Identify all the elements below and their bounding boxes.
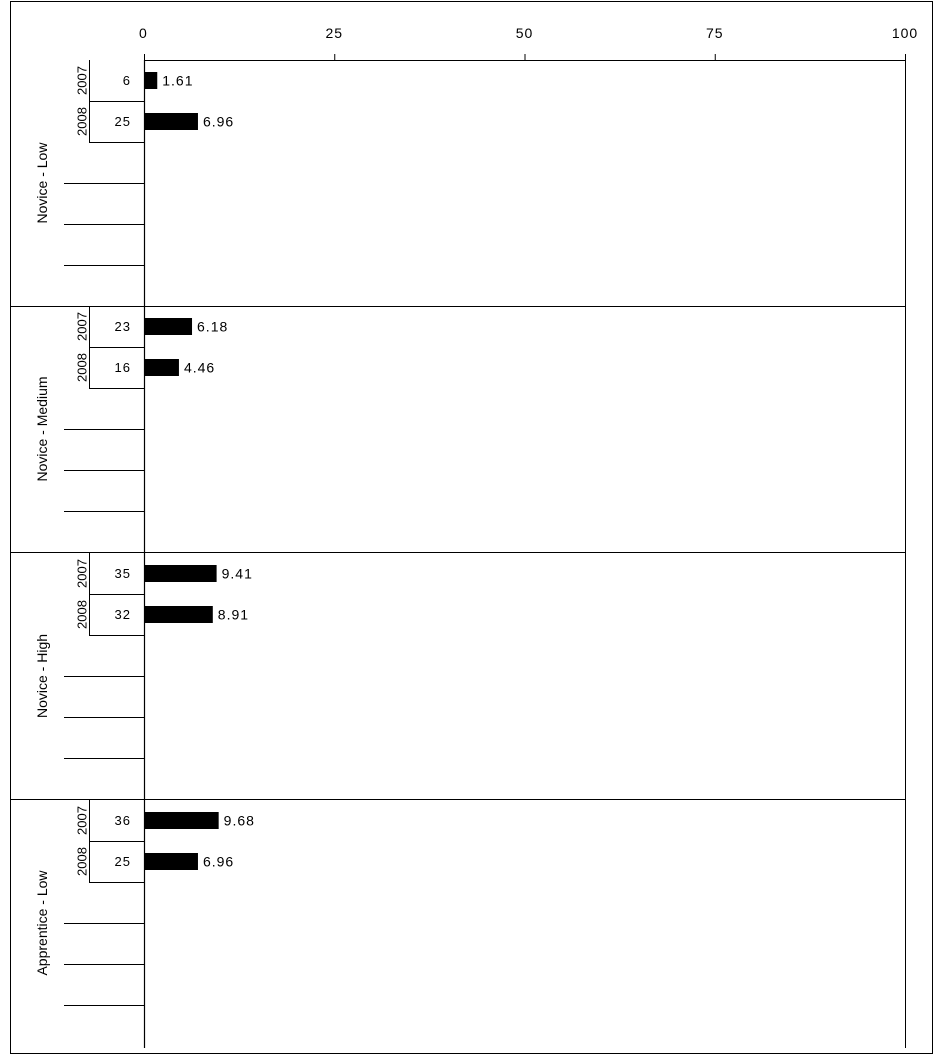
count-label: 32 bbox=[115, 607, 131, 622]
year-label: 2008 bbox=[75, 847, 90, 876]
x-tick-label: 100 bbox=[892, 25, 918, 41]
count-label: 36 bbox=[115, 813, 131, 828]
value-label: 9.68 bbox=[224, 813, 255, 829]
value-label: 4.46 bbox=[184, 360, 215, 376]
bar bbox=[145, 318, 193, 335]
bar bbox=[145, 853, 198, 870]
group-label: Novice - High bbox=[34, 634, 50, 718]
bar bbox=[145, 606, 213, 623]
count-label: 23 bbox=[115, 319, 131, 334]
year-label: 2008 bbox=[75, 353, 90, 382]
bar bbox=[145, 812, 219, 829]
group-3: Apprentice - Low 2007 36 9.68 2008 25 6.96 bbox=[34, 800, 255, 1006]
year-label: 2007 bbox=[75, 312, 90, 341]
year-label: 2007 bbox=[75, 806, 90, 835]
count-label: 35 bbox=[115, 566, 131, 581]
count-label: 16 bbox=[115, 360, 131, 375]
group-label: Apprentice - Low bbox=[34, 870, 50, 976]
count-label: 6 bbox=[123, 73, 131, 88]
bar bbox=[145, 72, 158, 89]
year-label: 2008 bbox=[75, 107, 90, 136]
group-1: Novice - Medium 2007 23 6.18 2008 16 4.46 bbox=[10, 306, 905, 553]
count-label: 25 bbox=[115, 854, 131, 869]
chart-border bbox=[10, 1, 933, 1054]
group-0: Novice - Low 2007 6 1.61 2008 25 6.96 bbox=[10, 60, 905, 307]
year-label: 2008 bbox=[75, 600, 90, 629]
value-label: 6.18 bbox=[197, 319, 228, 335]
bar bbox=[145, 359, 179, 376]
value-label: 6.96 bbox=[203, 854, 234, 870]
year-label: 2007 bbox=[75, 559, 90, 588]
bar bbox=[145, 565, 217, 582]
x-tick-label: 25 bbox=[325, 25, 343, 41]
group-label: Novice - Medium bbox=[34, 376, 50, 481]
value-label: 1.61 bbox=[162, 73, 193, 89]
value-label: 6.96 bbox=[203, 114, 234, 130]
bar bbox=[145, 113, 198, 130]
x-tick-label: 0 bbox=[139, 25, 148, 41]
count-label: 25 bbox=[115, 114, 131, 129]
value-label: 8.91 bbox=[218, 607, 249, 623]
x-axis: 0 25 50 75 100 bbox=[139, 25, 918, 60]
year-label: 2007 bbox=[75, 66, 90, 95]
chart-frame bbox=[10, 1, 933, 1054]
group-2: Novice - High 2007 35 9.41 2008 32 8.91 bbox=[10, 553, 905, 800]
x-tick-label: 75 bbox=[706, 25, 724, 41]
group-label: Novice - Low bbox=[34, 142, 50, 224]
x-tick-label: 50 bbox=[516, 25, 534, 41]
value-label: 9.41 bbox=[222, 566, 253, 582]
